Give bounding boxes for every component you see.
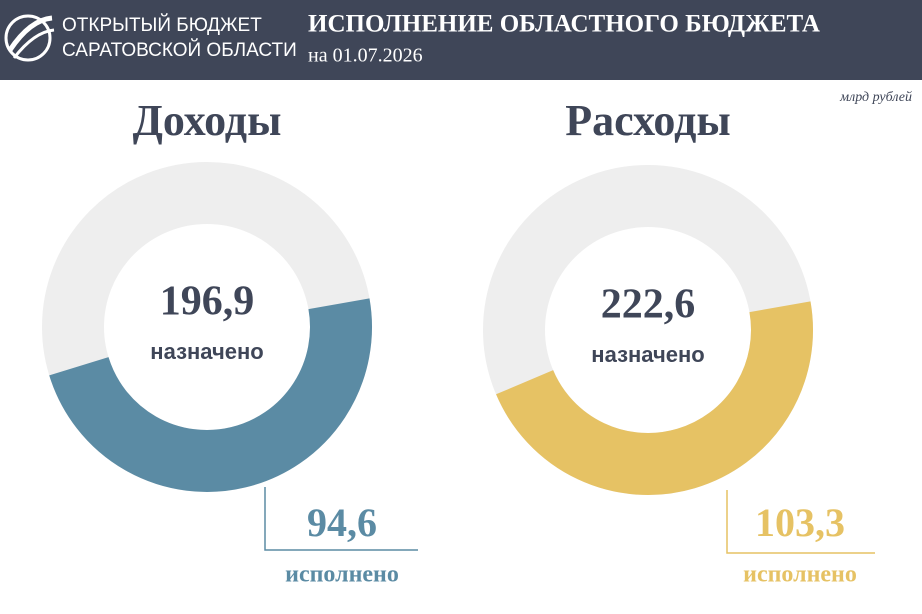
executed-caption: исполнено (743, 562, 857, 588)
ring-executed (49, 298, 372, 492)
brand-line: САРАТОВСКОЙ ОБЛАСТИ (62, 39, 297, 61)
leader-line (726, 490, 875, 554)
executed-caption: исполнено (285, 562, 399, 588)
logo (4, 14, 55, 62)
ring-executed (496, 301, 813, 495)
total-value: 196,9 (160, 279, 255, 325)
total-caption: назначено (150, 339, 263, 364)
leader-line (264, 487, 418, 551)
units: млрд рублей (839, 90, 912, 105)
brand-line: ОТКРЫТЫЙ БЮДЖЕТ (62, 14, 262, 36)
chart-title: Доходы (133, 96, 282, 145)
executed-value: 94,6 (307, 500, 377, 545)
executed-value: 103,3 (755, 500, 845, 545)
header-bar (0, 0, 922, 80)
header-title: ИСПОЛНЕНИЕ ОБЛАСТНОГО БЮДЖЕТА (308, 11, 820, 38)
chart-title: Расходы (565, 96, 731, 145)
header-date: на 01.07.2026 (308, 45, 423, 67)
total-value: 222,6 (601, 282, 696, 328)
total-caption: назначено (591, 342, 704, 367)
